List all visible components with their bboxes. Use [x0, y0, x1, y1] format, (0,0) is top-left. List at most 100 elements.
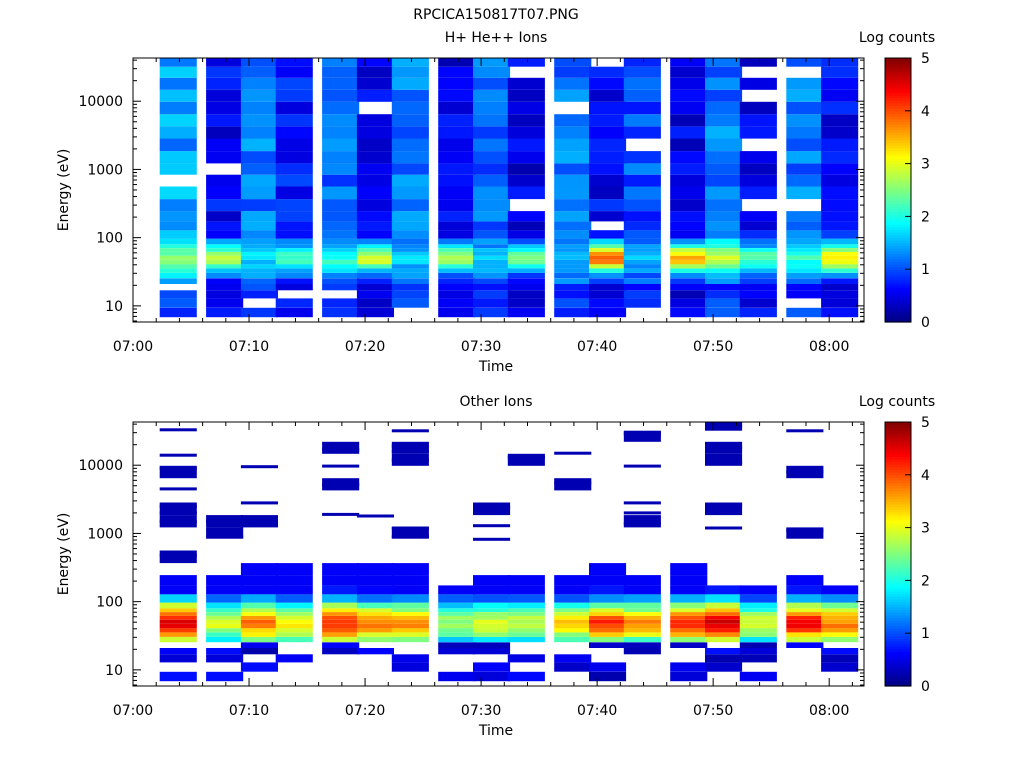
- heatmap-cell: [554, 221, 592, 231]
- heatmap-cell: [507, 290, 545, 299]
- colorbar-segment: [885, 572, 911, 576]
- heatmap-cell: [438, 138, 476, 152]
- heatmap-cell: [554, 186, 592, 200]
- colorbar-segment: [885, 179, 911, 183]
- colorbar-segment: [885, 145, 911, 149]
- heatmap-cell: [786, 126, 824, 139]
- colorbar-segment: [885, 250, 911, 254]
- heatmap-cell: [507, 671, 545, 682]
- heatmap-cell: [507, 272, 545, 279]
- colorbar-tick-label: 1: [921, 626, 930, 642]
- heatmap-cell: [206, 238, 244, 245]
- heatmap-cell: [240, 307, 278, 318]
- heatmap-cell: [438, 244, 476, 248]
- heatmap-cell: [821, 251, 859, 256]
- heatmap-cell: [739, 307, 777, 318]
- heatmap-cell: [206, 251, 244, 256]
- heatmap-cell: [391, 255, 429, 260]
- heatmap-cell: [275, 585, 313, 595]
- heatmap-cell: [275, 298, 313, 308]
- heatmap-cell: [473, 575, 511, 586]
- heatmap-cell: [670, 264, 708, 269]
- heatmap-cell: [821, 244, 859, 248]
- heatmap-cell: [554, 612, 592, 616]
- colorbar-segment: [885, 495, 911, 500]
- heatmap-cell: [554, 66, 592, 78]
- heatmap-cell: [322, 585, 360, 595]
- heatmap-cell: [240, 199, 278, 212]
- heatmap-cell: [507, 628, 545, 633]
- heatmap-cell: [821, 101, 859, 115]
- heatmap-cell: [705, 126, 743, 139]
- heatmap-cell: [705, 307, 743, 318]
- heatmap-cell: [391, 527, 429, 539]
- heatmap-cell: [206, 632, 244, 637]
- trace-cell: [159, 511, 197, 515]
- heatmap-cell: [623, 77, 661, 90]
- heatmap-cell: [705, 186, 743, 200]
- heatmap-cell: [670, 615, 708, 620]
- heatmap-cell: [554, 89, 592, 102]
- colorbar-segment: [885, 73, 911, 78]
- heatmap-cell: [322, 307, 360, 318]
- heatmap-cell: [623, 648, 661, 655]
- heatmap-cell: [705, 278, 743, 284]
- heatmap-cell: [356, 114, 394, 127]
- colorbar-segment: [885, 319, 911, 323]
- heatmap-cell: [438, 151, 476, 164]
- colorbar-segment: [885, 81, 911, 85]
- heatmap-cell: [159, 244, 197, 248]
- heatmap-cell: [739, 654, 777, 663]
- heatmap-cell: [554, 602, 592, 609]
- heatmap-cell: [821, 628, 859, 633]
- heatmap-cell: [554, 575, 592, 586]
- heatmap-cell: [206, 221, 244, 231]
- heatmap-cell: [507, 278, 545, 284]
- heatmap-cell: [554, 255, 592, 260]
- trace-cell: [159, 487, 197, 491]
- heatmap-cell: [206, 259, 244, 265]
- heatmap-cell: [322, 238, 360, 245]
- heatmap-cell: [438, 77, 476, 90]
- heatmap-cell: [786, 163, 824, 175]
- heatmap-cell: [623, 575, 661, 586]
- heatmap-cell: [159, 66, 197, 78]
- x-tick-label: 08:00: [809, 703, 849, 719]
- heatmap-cell: [206, 628, 244, 633]
- heatmap-cell: [554, 307, 592, 318]
- heatmap-cell: [623, 615, 661, 620]
- colorbar-segment: [885, 482, 911, 486]
- heatmap-cell: [206, 623, 244, 629]
- heatmap-cell: [623, 632, 661, 637]
- heatmap-cell: [159, 138, 197, 152]
- heatmap-cell: [159, 163, 197, 175]
- heatmap-cell: [438, 671, 476, 682]
- heatmap-cell: [821, 199, 859, 212]
- heatmap-cell: [589, 199, 627, 212]
- heatmap-cell: [275, 101, 313, 115]
- heatmap-cell: [159, 101, 197, 115]
- heatmap-cell: [589, 612, 627, 616]
- heatmap-cell: [821, 230, 859, 239]
- heatmap-cell: [554, 126, 592, 139]
- heatmap-cell: [391, 230, 429, 239]
- heatmap-cell: [507, 89, 545, 102]
- heatmap-cell: [786, 58, 824, 67]
- heatmap-cell: [623, 221, 661, 231]
- colorbar-segment: [885, 282, 911, 286]
- heatmap-cell: [670, 563, 708, 576]
- heatmap-cell: [507, 619, 545, 624]
- heatmap-cell: [821, 619, 859, 624]
- heatmap-cell: [159, 648, 197, 655]
- colorbar-segment: [885, 585, 911, 589]
- colorbar-tick-label: 0: [921, 679, 930, 695]
- heatmap-cell: [705, 628, 743, 633]
- heatmap-cell: [623, 199, 661, 212]
- heatmap-cell: [275, 615, 313, 620]
- heatmap-cell: [159, 550, 197, 564]
- colorbar-segment: [885, 612, 911, 616]
- colorbar-segment: [885, 213, 911, 217]
- heatmap-cell: [739, 602, 777, 609]
- heatmap-cell: [554, 268, 592, 273]
- heatmap-cell: [473, 623, 511, 629]
